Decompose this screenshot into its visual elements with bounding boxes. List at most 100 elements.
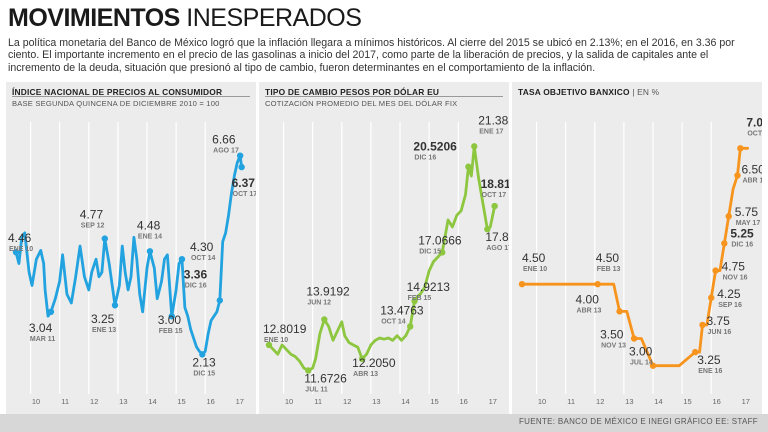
inpc-period-label: OCT 17 <box>233 191 256 198</box>
rate-period-label: MAY 17 <box>736 220 761 227</box>
rate-x-tick: 11 <box>567 397 575 406</box>
inpc-x-tick: 13 <box>119 397 127 406</box>
inpc-period-label: AGO 17 <box>213 148 239 155</box>
rate-point <box>708 294 715 301</box>
inpc-period-label: DIC 16 <box>185 282 207 289</box>
inpc-subtitle: BASE SEGUNDA QUINCENA DE DICIEMBRE 2010 … <box>12 99 220 108</box>
inpc-series-line <box>14 154 244 356</box>
rate-point <box>594 280 601 288</box>
rate-period-label: JUN 16 <box>708 329 732 336</box>
fx-period-label: ABR 13 <box>353 371 378 378</box>
rate-point <box>721 240 728 247</box>
rate-title: TASA OBJETIVO BANXICO | EN % <box>518 87 660 97</box>
fx-x-tick: 13 <box>372 397 380 406</box>
fx-point <box>321 316 328 323</box>
rate-value-label: 6.50 <box>741 162 762 176</box>
title-bold: MOVIMIENTOS <box>8 4 180 32</box>
fx-value-label: 21.3853 <box>478 113 509 127</box>
fx-x-tick: 14 <box>401 397 409 406</box>
inpc-period-label: SEP 12 <box>81 223 105 230</box>
fx-x-tick: 17 <box>489 397 497 406</box>
fx-x-tick: 11 <box>314 397 322 406</box>
fx-divider <box>265 96 503 97</box>
fx-value-label: 14.9213 <box>407 280 451 294</box>
rate-title-unit: EN % <box>637 87 660 97</box>
rate-value-label: 3.25 <box>697 353 721 367</box>
fx-point <box>265 341 273 349</box>
fx-period-label: JUN 12 <box>307 300 331 307</box>
rate-x-tick: 10 <box>538 397 546 406</box>
inpc-point <box>238 163 245 171</box>
rate-point <box>630 335 638 342</box>
rate-period-label: ABR 17 <box>742 177 762 184</box>
rate-x-tick: 17 <box>742 397 750 406</box>
inpc-x-tick: 16 <box>207 397 215 406</box>
fx-value-label: 17.8070 <box>485 230 509 244</box>
rate-series-line <box>520 146 750 368</box>
inpc-value-label: 3.25 <box>91 312 115 326</box>
rate-x-tick: 14 <box>654 397 662 406</box>
inpc-point <box>111 302 119 309</box>
rate-value-label: 4.50 <box>596 251 620 265</box>
rate-panel: TASA OBJETIVO BANXICO | EN % 10 11 12 13 14 1… <box>512 82 762 414</box>
fx-series-line <box>267 144 497 372</box>
fx-value-label: 18.8161 <box>481 177 509 191</box>
inpc-value-label: 3.36 <box>184 267 208 281</box>
rate-value-label: 3.75 <box>707 314 731 328</box>
inpc-value-label: 6.37 <box>232 176 256 190</box>
rate-period-label: OCT 17 <box>747 130 762 137</box>
fx-value-label: 12.8019 <box>263 322 307 336</box>
inpc-value-label: 4.48 <box>137 218 161 232</box>
rate-period-label: JUL 14 <box>630 360 653 367</box>
inpc-value-label: 2.13 <box>192 355 216 369</box>
inpc-point <box>178 255 186 263</box>
rate-point <box>616 308 623 315</box>
rate-value-label: 7.00 <box>746 115 762 129</box>
rate-title-text: TASA OBJETIVO BANXICO <box>518 87 630 97</box>
inpc-point <box>146 248 154 255</box>
rate-value-label: 3.00 <box>629 345 653 359</box>
fx-value-label: 13.9192 <box>306 285 350 299</box>
fx-period-label: ENE 10 <box>264 337 288 344</box>
fx-value-label: 17.0666 <box>418 233 462 247</box>
fx-period-label: ENE 17 <box>479 128 503 135</box>
fx-period-label: AGO 17 <box>486 245 509 252</box>
rate-period-label: SEP 16 <box>718 302 742 309</box>
rate-x-tick: 16 <box>713 397 721 406</box>
fx-panel: TIPO DE CAMBIO PESOS POR DÓLAR EU COTIZA… <box>259 82 509 414</box>
fx-period-label: DIC 16 <box>414 155 436 162</box>
fx-period-label: FEB 15 <box>408 295 432 302</box>
inpc-point <box>199 351 206 358</box>
inpc-period-label: OCT 14 <box>191 255 216 262</box>
inpc-panel: ÍNDICE NACIONAL DE PRECIOS AL CONSUMIDOR… <box>6 82 256 414</box>
fx-period-label: OCT 17 <box>482 192 507 199</box>
rate-point <box>737 145 744 152</box>
rate-period-label: DIC 16 <box>731 241 753 248</box>
inpc-value-label: 3.04 <box>29 321 53 335</box>
fx-point <box>305 367 312 374</box>
inpc-point <box>168 313 175 320</box>
rate-point <box>699 321 706 329</box>
fx-value-label: 13.4763 <box>380 303 424 317</box>
fx-point <box>471 143 478 150</box>
rate-point <box>725 213 732 220</box>
rate-period-label: ENE 10 <box>523 266 547 273</box>
rate-period-label: NOV 13 <box>601 343 626 350</box>
inpc-period-label: ENE 10 <box>9 246 33 253</box>
inpc-point <box>216 297 223 304</box>
rate-point <box>518 280 526 288</box>
rate-value-label: 3.50 <box>600 328 624 342</box>
rate-period-label: FEB 13 <box>597 266 621 273</box>
rate-point <box>734 172 741 179</box>
title-light: INESPERADOS <box>186 4 362 32</box>
fx-title: TIPO DE CAMBIO PESOS POR DÓLAR EU <box>265 87 440 97</box>
inpc-x-tick: 11 <box>61 397 69 406</box>
inpc-value-label: 4.30 <box>190 240 214 254</box>
inpc-period-label: ENE 13 <box>92 327 116 334</box>
fx-period-label: JUL 11 <box>305 386 328 393</box>
inpc-period-label: MAR 11 <box>30 336 55 343</box>
fx-point <box>411 297 418 305</box>
fx-period-label: DIC 15 <box>419 248 441 255</box>
